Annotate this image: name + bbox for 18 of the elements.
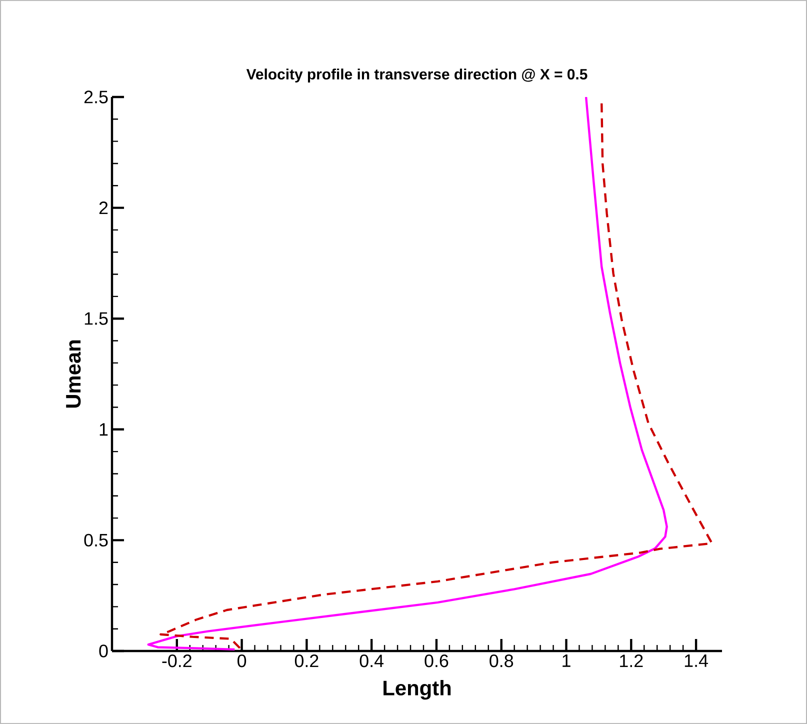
x-tick-label: 0 — [238, 654, 246, 668]
y-tick-label: 0 — [99, 644, 108, 658]
x-axis-title: Length — [384, 680, 451, 700]
y-tick-label: 0.5 — [84, 534, 108, 547]
x-tick-label: 1.4 — [684, 654, 708, 667]
x-tick-label: -0.2 — [162, 654, 192, 668]
x-tick-label: 0.8 — [490, 654, 514, 668]
y-tick-label: 1 — [100, 423, 108, 436]
x-tick-label: 0.6 — [424, 654, 448, 668]
chart-title: Velocity profile in transverse direction @ X = 0.5 — [246, 68, 588, 82]
x-tick-label: 1.2 — [620, 654, 643, 668]
y-tick-label: 2 — [99, 202, 108, 214]
x-tick-label: 0.2 — [294, 654, 318, 668]
x-tick-label: 1 — [562, 654, 570, 667]
y-tick-label: 2.5 — [84, 90, 108, 104]
y-axis-title: Umean — [66, 340, 81, 408]
y-tick-label: 1.5 — [84, 312, 108, 325]
x-tick-label: 0.4 — [360, 654, 384, 668]
